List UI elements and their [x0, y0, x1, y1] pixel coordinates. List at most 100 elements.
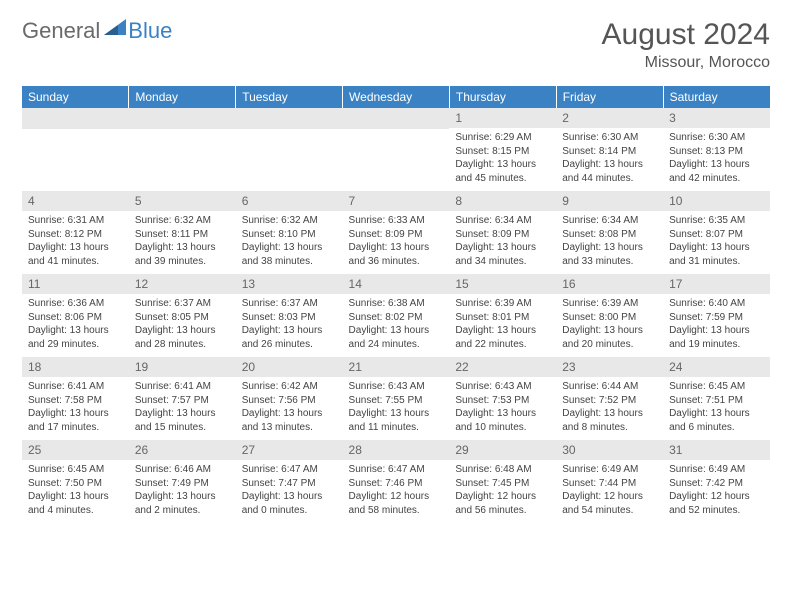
day-details: Sunrise: 6:41 AMSunset: 7:58 PMDaylight:… — [22, 377, 129, 440]
day-header-row: SundayMondayTuesdayWednesdayThursdayFrid… — [22, 86, 770, 108]
day-details: Sunrise: 6:41 AMSunset: 7:57 PMDaylight:… — [129, 377, 236, 440]
day-number: 31 — [663, 440, 770, 460]
day-number: 9 — [556, 191, 663, 211]
sunset-text: Sunset: 8:09 PM — [349, 228, 444, 242]
empty-day-body — [343, 129, 450, 187]
daylight-text: Daylight: 13 hours and 41 minutes. — [28, 241, 123, 268]
calendar-cell: 1Sunrise: 6:29 AMSunset: 8:15 PMDaylight… — [449, 108, 556, 191]
day-details: Sunrise: 6:47 AMSunset: 7:47 PMDaylight:… — [236, 460, 343, 523]
calendar-cell: 4Sunrise: 6:31 AMSunset: 8:12 PMDaylight… — [22, 191, 129, 274]
day-number: 22 — [449, 357, 556, 377]
sunrise-text: Sunrise: 6:32 AM — [135, 214, 230, 228]
sunset-text: Sunset: 8:01 PM — [455, 311, 550, 325]
daylight-text: Daylight: 13 hours and 0 minutes. — [242, 490, 337, 517]
calendar-table: SundayMondayTuesdayWednesdayThursdayFrid… — [22, 86, 770, 523]
sunrise-text: Sunrise: 6:43 AM — [455, 380, 550, 394]
empty-day-body — [129, 129, 236, 187]
day-details: Sunrise: 6:40 AMSunset: 7:59 PMDaylight:… — [663, 294, 770, 357]
sunrise-text: Sunrise: 6:49 AM — [669, 463, 764, 477]
sunset-text: Sunset: 8:14 PM — [562, 145, 657, 159]
day-details: Sunrise: 6:47 AMSunset: 7:46 PMDaylight:… — [343, 460, 450, 523]
sunset-text: Sunset: 8:11 PM — [135, 228, 230, 242]
sunset-text: Sunset: 7:57 PM — [135, 394, 230, 408]
sunrise-text: Sunrise: 6:40 AM — [669, 297, 764, 311]
sunset-text: Sunset: 8:07 PM — [669, 228, 764, 242]
daylight-text: Daylight: 13 hours and 33 minutes. — [562, 241, 657, 268]
sunset-text: Sunset: 7:51 PM — [669, 394, 764, 408]
day-number: 4 — [22, 191, 129, 211]
calendar-cell: 27Sunrise: 6:47 AMSunset: 7:47 PMDayligh… — [236, 440, 343, 523]
day-details: Sunrise: 6:39 AMSunset: 8:00 PMDaylight:… — [556, 294, 663, 357]
day-details: Sunrise: 6:32 AMSunset: 8:10 PMDaylight:… — [236, 211, 343, 274]
day-number: 25 — [22, 440, 129, 460]
daylight-text: Daylight: 13 hours and 22 minutes. — [455, 324, 550, 351]
sunset-text: Sunset: 7:49 PM — [135, 477, 230, 491]
calendar-row: 25 Sunrise: 6:45 AMSunset: 7:50 PM Dayligh… — [22, 440, 770, 523]
logo: General Blue — [22, 18, 172, 44]
sunset-text: Sunset: 7:59 PM — [669, 311, 764, 325]
calendar-cell: 19Sunrise: 6:41 AMSunset: 7:57 PMDayligh… — [129, 357, 236, 440]
day-number: 16 — [556, 274, 663, 294]
sunset-text: Sunset: 8:05 PM — [135, 311, 230, 325]
day-number: 10 — [663, 191, 770, 211]
sunrise-text: Sunrise: 6:32 AM — [242, 214, 337, 228]
sunrise-text: Sunrise: 6:37 AM — [242, 297, 337, 311]
sunset-text: Sunset: 7:53 PM — [455, 394, 550, 408]
sunset-text: Sunset: 7:52 PM — [562, 394, 657, 408]
daylight-text: Daylight: 13 hours and 11 minutes. — [349, 407, 444, 434]
sunset-text: Sunset: 8:06 PM — [28, 311, 123, 325]
sunrise-text: Sunrise: 6:45 AM — [28, 463, 123, 477]
day-details: Sunrise: 6:33 AMSunset: 8:09 PMDaylight:… — [343, 211, 450, 274]
calendar-cell: 25Sunrise: 6:45 AMSunset: 7:50 PMDayligh… — [22, 440, 129, 523]
day-number: 29 — [449, 440, 556, 460]
calendar-cell: 22Sunrise: 6:43 AMSunset: 7:53 PMDayligh… — [449, 357, 556, 440]
calendar-cell: 24Sunrise: 6:45 AMSunset: 7:51 PMDayligh… — [663, 357, 770, 440]
sunset-text: Sunset: 8:03 PM — [242, 311, 337, 325]
calendar-cell: 21Sunrise: 6:43 AMSunset: 7:55 PMDayligh… — [343, 357, 450, 440]
sunset-text: Sunset: 7:50 PM — [28, 477, 123, 491]
day-number: 27 — [236, 440, 343, 460]
day-number: 1 — [449, 108, 556, 128]
empty-day-body — [236, 129, 343, 187]
day-details: Sunrise: 6:42 AMSunset: 7:56 PMDaylight:… — [236, 377, 343, 440]
sunset-text: Sunset: 8:09 PM — [455, 228, 550, 242]
day-details: Sunrise: 6:37 AMSunset: 8:05 PMDaylight:… — [129, 294, 236, 357]
empty-day-header — [129, 108, 236, 129]
sunset-text: Sunset: 7:45 PM — [455, 477, 550, 491]
sunset-text: Sunset: 7:44 PM — [562, 477, 657, 491]
calendar-cell: 15Sunrise: 6:39 AMSunset: 8:01 PMDayligh… — [449, 274, 556, 357]
day-details: Sunrise: 6:30 AMSunset: 8:14 PMDaylight:… — [556, 128, 663, 191]
sunrise-text: Sunrise: 6:41 AM — [28, 380, 123, 394]
location-label: Missour, Morocco — [602, 54, 770, 72]
sunrise-text: Sunrise: 6:42 AM — [242, 380, 337, 394]
daylight-text: Daylight: 13 hours and 2 minutes. — [135, 490, 230, 517]
calendar-cell: 2Sunrise: 6:30 AMSunset: 8:14 PMDaylight… — [556, 108, 663, 191]
sunrise-text: Sunrise: 6:39 AM — [455, 297, 550, 311]
sunrise-text: Sunrise: 6:49 AM — [562, 463, 657, 477]
day-details: Sunrise: 6:29 AMSunset: 8:15 PMDaylight:… — [449, 128, 556, 191]
daylight-text: Daylight: 13 hours and 26 minutes. — [242, 324, 337, 351]
calendar-cell: 18Sunrise: 6:41 AMSunset: 7:58 PMDayligh… — [22, 357, 129, 440]
sunrise-text: Sunrise: 6:47 AM — [242, 463, 337, 477]
day-details: Sunrise: 6:45 AMSunset: 7:51 PMDaylight:… — [663, 377, 770, 440]
calendar-cell: 8Sunrise: 6:34 AMSunset: 8:09 PMDaylight… — [449, 191, 556, 274]
sunset-text: Sunset: 8:12 PM — [28, 228, 123, 242]
daylight-text: Daylight: 12 hours and 58 minutes. — [349, 490, 444, 517]
sunset-text: Sunset: 7:55 PM — [349, 394, 444, 408]
day-details: Sunrise: 6:43 AMSunset: 7:53 PMDaylight:… — [449, 377, 556, 440]
sunrise-text: Sunrise: 6:35 AM — [669, 214, 764, 228]
day-details: Sunrise: 6:49 AMSunset: 7:44 PMDaylight:… — [556, 460, 663, 523]
day-header: Friday — [556, 86, 663, 108]
logo-text-blue: Blue — [128, 18, 172, 44]
daylight-text: Daylight: 13 hours and 39 minutes. — [135, 241, 230, 268]
daylight-text: Daylight: 12 hours and 52 minutes. — [669, 490, 764, 517]
calendar-cell: 31Sunrise: 6:49 AMSunset: 7:42 PMDayligh… — [663, 440, 770, 523]
daylight-text: Daylight: 13 hours and 6 minutes. — [669, 407, 764, 434]
sunset-text: Sunset: 8:08 PM — [562, 228, 657, 242]
day-number: 18 — [22, 357, 129, 377]
sunrise-text: Sunrise: 6:39 AM — [562, 297, 657, 311]
sunset-text: Sunset: 8:02 PM — [349, 311, 444, 325]
day-header: Thursday — [449, 86, 556, 108]
day-details: Sunrise: 6:38 AMSunset: 8:02 PMDaylight:… — [343, 294, 450, 357]
empty-day-header — [22, 108, 129, 129]
